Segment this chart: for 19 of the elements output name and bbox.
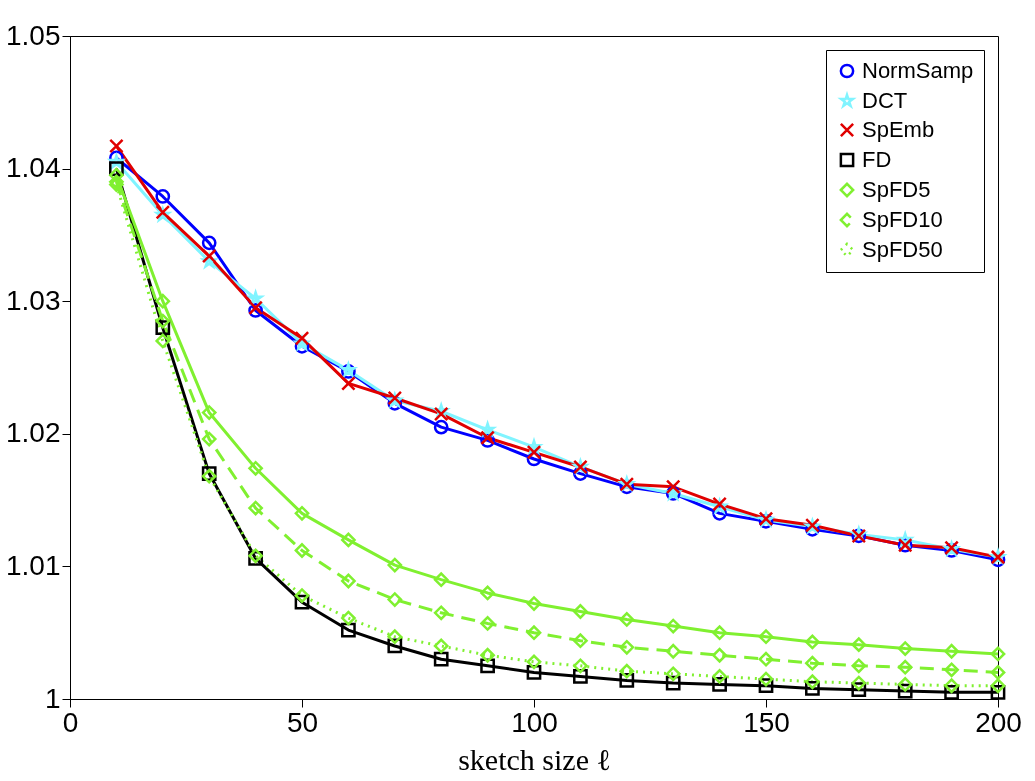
y-tick-label: 1.02 bbox=[6, 417, 61, 449]
x-tick-label: 150 bbox=[743, 706, 790, 738]
y-tick-label: 1 bbox=[44, 682, 61, 714]
y-tick-label: 1.04 bbox=[6, 152, 61, 184]
legend-label: SpEmb bbox=[862, 117, 935, 142]
x-tick-label: 50 bbox=[286, 706, 319, 738]
y-tick-label: 1.05 bbox=[6, 19, 61, 51]
x-axis-title: sketch size ℓ bbox=[458, 742, 611, 776]
y-tick-label: 1.01 bbox=[6, 549, 61, 581]
legend-label: DCT bbox=[862, 88, 908, 113]
legend-label: SpFD50 bbox=[862, 237, 943, 262]
y-tick-label: 1.03 bbox=[6, 284, 61, 316]
x-tick-label: 100 bbox=[511, 706, 558, 738]
x-tick-label: 200 bbox=[975, 706, 1022, 738]
legend-label: FD bbox=[862, 147, 892, 172]
legend-label: NormSamp bbox=[862, 58, 974, 83]
legend-label: SpFD10 bbox=[862, 207, 943, 232]
x-tick-label: 0 bbox=[62, 706, 79, 738]
legend-label: SpFD5 bbox=[862, 177, 931, 202]
